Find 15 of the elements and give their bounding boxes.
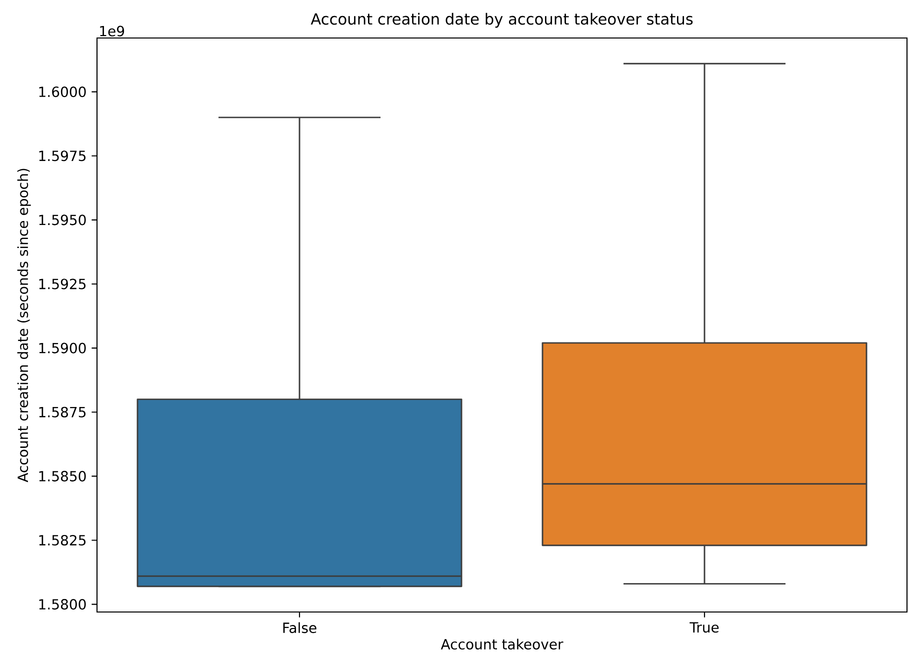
y-tick-label: 1.5875 [39,406,86,418]
chart-title: Account creation date by account takeover status [310,12,693,28]
y-axis-title: Account creation date (seconds since epoch) [17,168,31,482]
y-tick-label: 1.5850 [39,470,86,482]
y-tick-label: 1.5950 [39,214,86,226]
y-tick-label: 1.6000 [39,86,86,98]
y-tick-label: 1.5900 [39,342,86,354]
text: 1e9 [100,26,124,36]
x-tick-label: False [283,622,316,634]
y-tick-label: 1.5825 [39,534,86,546]
y-tick-label: 1.5925 [39,278,86,290]
x-tick-label: True [690,622,719,633]
x-axis-title: Account takeover [440,638,564,650]
y-tick-label: 1.5975 [39,150,86,162]
y-tick-label: 1.5800 [39,599,86,610]
